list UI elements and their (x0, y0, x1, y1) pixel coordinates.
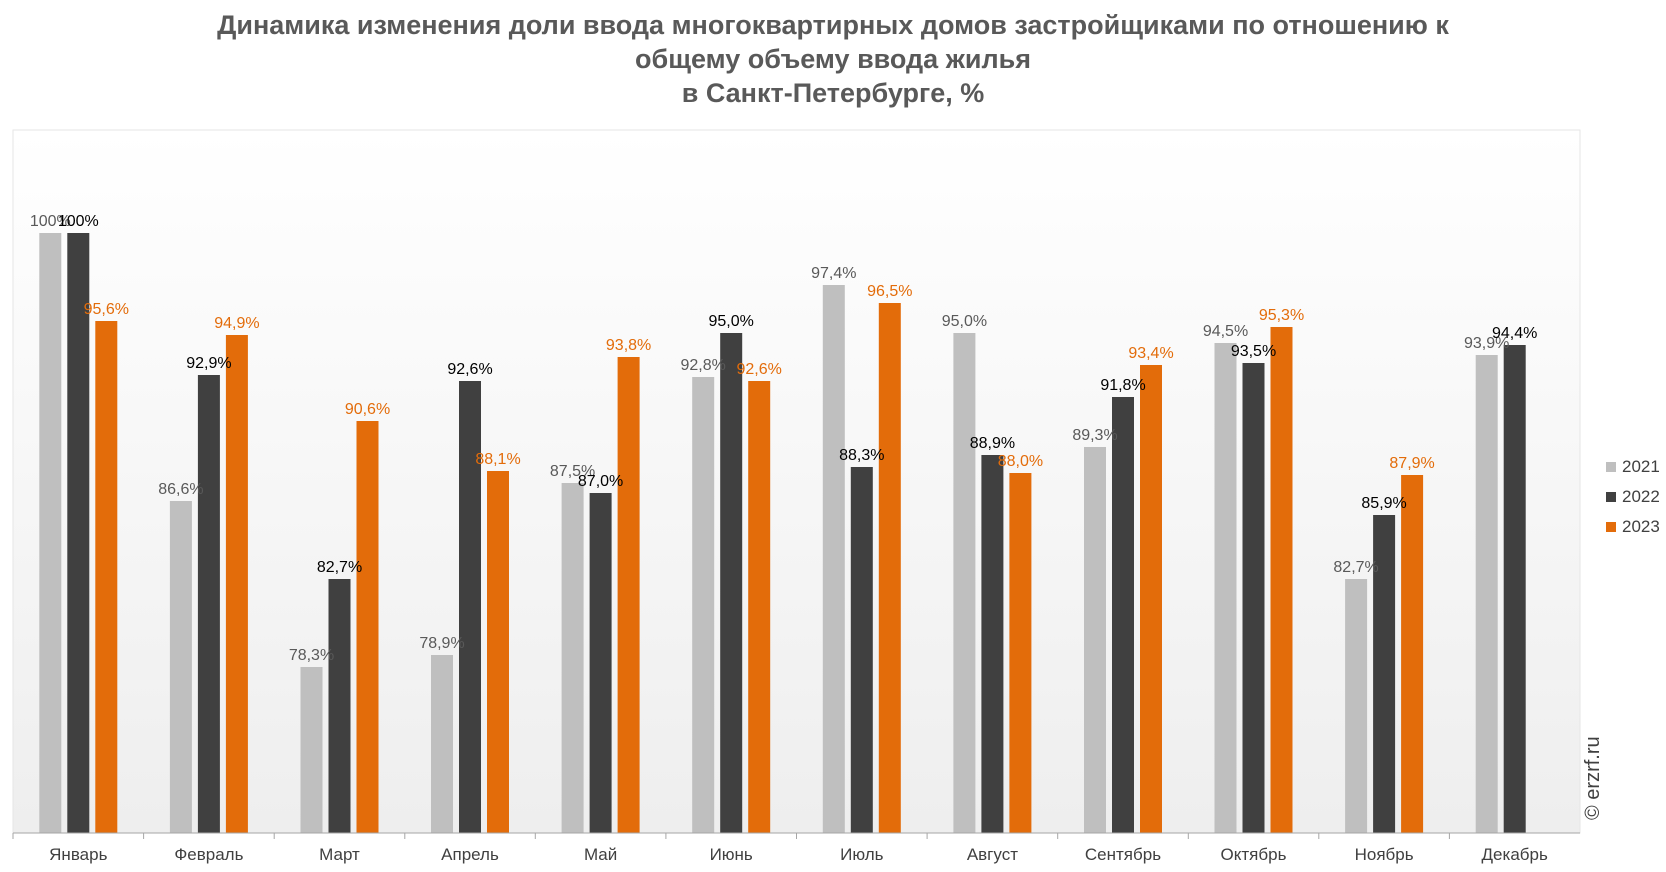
bar-2021-2 (169, 501, 192, 833)
x-tick-label-6: Июнь (710, 845, 753, 864)
data-label-2022-7: 88,3% (839, 447, 884, 464)
data-label-2021-6: 92,8% (681, 357, 726, 374)
data-label-2022-1: 100% (58, 213, 99, 230)
data-label-2023-5: 93,8% (606, 337, 651, 354)
data-label-2022-2: 92,9% (186, 355, 231, 372)
data-label-2023-11: 87,9% (1389, 455, 1434, 472)
bar-2021-6 (692, 377, 715, 833)
x-tick-label-9: Сентябрь (1085, 845, 1161, 864)
bar-2022-9 (1112, 397, 1134, 833)
data-label-2022-4: 92,6% (447, 361, 492, 378)
data-label-2021-12: 93,9% (1464, 335, 1509, 352)
bar-2022-11 (1373, 515, 1396, 833)
legend-item-2023: 2023 (1606, 512, 1660, 542)
legend-item-2021: 2021 (1606, 452, 1660, 482)
bar-2023-11 (1401, 475, 1424, 833)
data-label-2023-8: 88,0% (998, 453, 1043, 470)
bar-2023-7 (878, 303, 901, 833)
bar-2022-6 (720, 333, 743, 833)
legend-swatch-2023 (1606, 522, 1616, 532)
data-label-2022-3: 82,7% (317, 559, 362, 576)
legend-item-2022: 2022 (1606, 482, 1660, 512)
data-label-2023-2: 94,9% (214, 315, 259, 332)
data-label-2023-7: 96,5% (867, 283, 912, 300)
x-tick-label-8: Август (967, 845, 1018, 864)
bar-2021-12 (1475, 355, 1498, 833)
data-label-2023-10: 95,3% (1259, 307, 1304, 324)
x-tick-label-12: Декабрь (1482, 845, 1548, 864)
data-label-2021-8: 95,0% (942, 313, 987, 330)
bar-2021-11 (1345, 579, 1368, 833)
data-label-2021-11: 82,7% (1333, 559, 1378, 576)
data-label-2023-1: 95,6% (84, 301, 129, 318)
chart-title-line2: общему объему ввода жилья (635, 44, 1031, 74)
data-label-2021-10: 94,5% (1203, 323, 1248, 340)
x-tick-label-3: Март (319, 845, 360, 864)
data-label-2021-5: 87,5% (550, 463, 595, 480)
chart-title-line3: в Санкт-Петербурге, % (681, 78, 985, 108)
x-tick-label-10: Октябрь (1221, 845, 1287, 864)
data-label-2021-4: 78,9% (419, 635, 464, 652)
data-label-2021-7: 97,4% (811, 265, 856, 282)
data-label-2023-6: 92,6% (737, 361, 782, 378)
bar-2022-12 (1503, 345, 1526, 833)
data-label-2022-10: 93,5% (1231, 343, 1276, 360)
bar-2022-3 (328, 579, 351, 833)
bar-2023-4 (487, 471, 509, 833)
legend-label-2022: 2022 (1622, 487, 1660, 506)
data-label-2021-9: 89,3% (1072, 427, 1117, 444)
data-label-2023-9: 93,4% (1128, 345, 1173, 362)
bar-2022-1 (67, 233, 90, 833)
bar-2023-8 (1009, 473, 1032, 833)
data-label-2022-6: 95,0% (709, 313, 754, 330)
bar-2022-10 (1242, 363, 1265, 833)
bar-2021-7 (822, 285, 845, 833)
bar-2023-2 (225, 335, 248, 833)
x-tick-label-5: Май (584, 845, 617, 864)
bar-2022-7 (850, 467, 873, 833)
plot-area (12, 129, 1581, 834)
data-label-2022-11: 85,9% (1361, 495, 1406, 512)
x-tick-label-2: Февраль (174, 845, 243, 864)
x-tick-label-11: Ноябрь (1355, 845, 1414, 864)
data-label-2021-3: 78,3% (289, 647, 334, 664)
bar-2023-1 (95, 321, 118, 833)
bar-2023-10 (1270, 327, 1293, 833)
legend-swatch-2021 (1606, 462, 1616, 472)
watermark: © erzrf.ru (1582, 736, 1604, 820)
data-label-2023-4: 88,1% (475, 451, 520, 468)
legend: 2021 2022 2023 (1606, 452, 1660, 542)
legend-label-2021: 2021 (1622, 457, 1660, 476)
data-label-2022-8: 88,9% (970, 435, 1015, 452)
bar-2023-9 (1140, 365, 1162, 833)
x-tick-label-7: Июль (840, 845, 884, 864)
bar-2021-8 (953, 333, 976, 833)
data-label-2022-12: 94,4% (1492, 325, 1537, 342)
x-tick-label-1: Январь (49, 845, 107, 864)
bar-2021-5 (561, 483, 584, 833)
legend-swatch-2022 (1606, 492, 1616, 502)
data-label-2022-5: 87,0% (578, 473, 623, 490)
data-label-2022-9: 91,8% (1100, 377, 1145, 394)
data-label-2023-3: 90,6% (345, 401, 390, 418)
bar-2021-1 (39, 233, 62, 833)
bar-2021-9 (1084, 447, 1106, 833)
chart-title: Динамика изменения доли ввода многокварт… (0, 8, 1666, 110)
x-tick-label-4: Апрель (441, 845, 499, 864)
bar-2022-8 (981, 455, 1004, 833)
bar-2022-4 (459, 381, 481, 833)
data-label-2021-2: 86,6% (158, 481, 203, 498)
bar-2023-5 (617, 357, 640, 833)
bar-2021-3 (300, 667, 323, 833)
bar-2022-2 (197, 375, 220, 833)
bar-2021-4 (431, 655, 453, 833)
bar-2021-10 (1214, 343, 1237, 833)
bar-2022-5 (589, 493, 612, 833)
data-label-2021-1: 100% (30, 213, 71, 230)
legend-label-2023: 2023 (1622, 517, 1660, 536)
chart-title-line1: Динамика изменения доли ввода многокварт… (217, 10, 1449, 40)
bar-2023-3 (356, 421, 379, 833)
bar-2023-6 (748, 381, 771, 833)
